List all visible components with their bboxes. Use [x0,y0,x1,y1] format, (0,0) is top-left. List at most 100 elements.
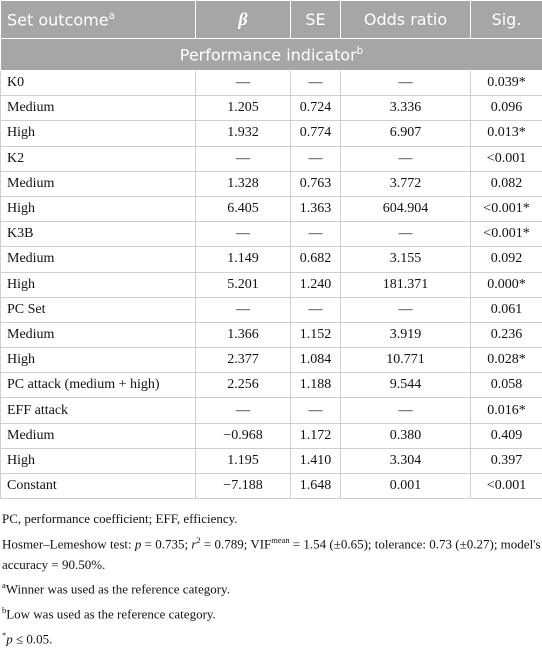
table-cell: Medium [1,322,196,347]
table-cell: 0.028* [471,348,542,373]
table-cell: — [196,297,291,322]
header-sup: a [109,10,115,22]
table-cell: 1.240 [291,272,341,297]
table-cell: — [341,297,471,322]
table-cell: High [1,272,196,297]
table-cell: 5.201 [196,272,291,297]
table-cell: −7.188 [196,474,291,499]
table-cell: 1.172 [291,423,341,448]
footnote: PC, performance coefficient; EFF, effici… [2,509,542,530]
table-cell: High [1,448,196,473]
header-cell: Sig. [471,1,542,39]
table-cell: 0.001 [341,474,471,499]
page: Set outcomea β SE Odds ratio Sig. Perfor… [0,0,542,628]
section-cell: Performance indicatorb [1,39,542,71]
table-cell: — [196,71,291,96]
table-cell: 0.082 [471,171,542,196]
table-cell: 0.039* [471,71,542,96]
table-cell: 1.410 [291,448,341,473]
table-cell: 0.058 [471,373,542,398]
footnote-text: ≤ 0.05. [13,631,53,646]
table-cell: High [1,348,196,373]
footnote: aWinner was used as the reference catego… [2,575,542,600]
section-text: Performance indicator [180,45,357,64]
footnote-text: Hosmer–Lemeshow test: [2,536,135,551]
table-cell: <0.001 [471,146,542,171]
footnote-sup: mean [271,535,289,545]
footnote: Hosmer–Lemeshow test: p = 0.735; r2 = 0.… [2,530,542,575]
table-cell: — [341,146,471,171]
table-cell: 1.363 [291,196,341,221]
footnote: bLow was used as the reference category. [2,600,542,625]
table-cell: 6.907 [341,121,471,146]
table-cell: <0.001 [471,474,542,499]
table-cell: — [291,71,341,96]
table-cell: 1.195 [196,448,291,473]
table-cell: — [341,222,471,247]
table-cell: 3.919 [341,322,471,347]
table-cell: 0.236 [471,322,542,347]
table-cell: 0.774 [291,121,341,146]
table-cell: — [291,398,341,423]
table-row: K3B———<0.001* [1,222,542,247]
header-cell: β [196,1,291,39]
table-cell: 6.405 [196,196,291,221]
table-cell: 0.061 [471,297,542,322]
footnote-text: Winner was used as the reference categor… [6,581,230,596]
table-cell: 1.084 [291,348,341,373]
footnote: *p ≤ 0.05. [2,625,542,650]
section-sup: b [357,45,364,57]
table-cell: <0.001* [471,196,542,221]
header-cell: SE [291,1,341,39]
table-cell: — [196,222,291,247]
table-cell: 2.377 [196,348,291,373]
table-cell: Constant [1,474,196,499]
table-cell: 1.152 [291,322,341,347]
table-cell: 0.380 [341,423,471,448]
table-cell: Medium [1,247,196,272]
footnote-text: = 0.735; [141,536,191,551]
table-cell: 604.904 [341,196,471,221]
table-cell: K3B [1,222,196,247]
table-cell: Medium [1,96,196,121]
table-cell: 1.188 [291,373,341,398]
table-cell: 10.771 [341,348,471,373]
table-row: EFF attack———0.016* [1,398,542,423]
header-cell: Set outcomea [1,1,196,39]
table-cell: High [1,121,196,146]
table-cell: 1.932 [196,121,291,146]
table-head: Set outcomea β SE Odds ratio Sig. Perfor… [1,1,542,71]
footnote-text: Low was used as the reference category. [6,606,216,621]
header-row: Set outcomea β SE Odds ratio Sig. [1,1,542,39]
table-cell: K0 [1,71,196,96]
footnotes: PC, performance coefficient; EFF, effici… [0,499,542,649]
table-cell: K2 [1,146,196,171]
table-cell: 3.304 [341,448,471,473]
header-cell: Odds ratio [341,1,471,39]
table-row: K2———<0.001 [1,146,542,171]
table-cell: PC attack (medium + high) [1,373,196,398]
table-cell: PC Set [1,297,196,322]
table-cell: — [291,146,341,171]
footnote-text: = 0.789; VIF [201,536,272,551]
table-cell: −0.968 [196,423,291,448]
table-cell: Medium [1,423,196,448]
table-cell: — [291,222,341,247]
section-row: Performance indicatorb [1,39,542,71]
table-cell: 0.724 [291,96,341,121]
table-cell: 1.205 [196,96,291,121]
footnote-text: PC, performance coefficient; EFF, effici… [2,511,238,526]
table-cell: 0.409 [471,423,542,448]
header-text: Set outcome [7,10,109,29]
table-cell: 2.256 [196,373,291,398]
table-cell: EFF attack [1,398,196,423]
table-cell: 0.096 [471,96,542,121]
table-cell: 0.682 [291,247,341,272]
